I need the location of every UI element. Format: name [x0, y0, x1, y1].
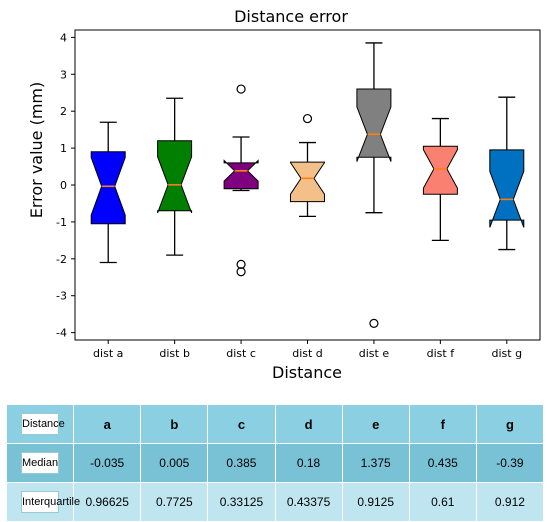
table-header-distance: Distance	[21, 413, 65, 435]
box-body	[90, 151, 126, 225]
table-row-label: Median	[21, 452, 60, 474]
table-cell: 0.61	[408, 482, 477, 522]
x-tick-label: dist b	[159, 347, 190, 360]
table-cell: 0.43375	[274, 482, 343, 522]
x-tick-label: dist e	[359, 347, 390, 360]
x-axis-label: Distance	[272, 363, 342, 382]
box-dist-d	[290, 113, 325, 218]
x-tick-label: dist a	[93, 347, 123, 360]
table-cell: -0.035	[73, 443, 142, 483]
table-header-cell: f	[408, 404, 477, 444]
y-tick-label: -1	[56, 216, 67, 229]
box-body	[356, 88, 392, 162]
table-cell: 0.18	[274, 443, 343, 483]
box-body	[157, 140, 193, 214]
box-body	[489, 149, 525, 228]
outlier-point	[302, 113, 313, 124]
table-cell: -0.39	[475, 443, 545, 483]
y-axis-ticks: -4 -3 -2 -1 0 1 2 3 4	[56, 31, 75, 340]
table-cell: 0.912	[475, 482, 545, 522]
y-tick-label: 3	[60, 68, 67, 81]
table-row-interquartile: Interquartile 0.96625 0.7725 0.33125 0.4…	[5, 482, 545, 522]
table-header-cell: b	[140, 404, 209, 444]
y-axis-label: Error value (mm)	[27, 82, 46, 219]
table-header-cell: e	[341, 404, 410, 444]
statistics-table: Distance a b c d e f g Median -0.035 0.0…	[5, 404, 545, 522]
table-cell: Median	[5, 443, 75, 483]
y-tick-label: 2	[60, 105, 67, 118]
outlier-point	[236, 259, 246, 269]
y-tick-label: -3	[56, 290, 67, 303]
box-dist-c	[223, 84, 259, 277]
table-cell: 1.375	[341, 443, 410, 483]
y-tick-label: -2	[56, 253, 67, 266]
x-tick-label: dist d	[292, 347, 323, 360]
table-row-label: Interquartile	[21, 491, 80, 513]
chart-title: Distance error	[234, 7, 348, 26]
x-axis-ticks: dist a dist b dist c dist d dist e dist f dist…	[93, 340, 522, 360]
outlier-point	[369, 318, 379, 328]
outlier-point	[236, 84, 246, 94]
table-header-cell: a	[73, 404, 142, 444]
box-dist-g	[489, 96, 525, 251]
table-cell: 0.435	[408, 443, 477, 483]
table-cell: 0.7725	[140, 482, 209, 522]
box-series	[90, 42, 525, 328]
table-cell: Interquartile	[5, 482, 80, 522]
y-tick-label: 0	[60, 179, 67, 192]
x-tick-label: dist f	[427, 347, 456, 360]
box-dist-e	[356, 42, 392, 328]
table-header-cell: d	[274, 404, 343, 444]
table-cell: 0.005	[140, 443, 209, 483]
y-tick-label: 4	[60, 31, 67, 44]
table-cell: 0.9125	[341, 482, 410, 522]
table-cell: 0.33125	[207, 482, 276, 522]
y-tick-label: -4	[56, 327, 67, 340]
table-header-row: Distance a b c d e f g	[5, 404, 545, 444]
outlier-point	[236, 267, 246, 277]
box-body	[422, 145, 458, 195]
table-cell: Distance	[5, 404, 75, 444]
table-header-cell: g	[475, 404, 545, 444]
x-tick-label: dist g	[492, 347, 523, 360]
y-tick-label: 1	[60, 142, 67, 155]
box-dist-b	[157, 97, 193, 256]
boxplot-chart: Distance error Error value (mm) Distance…	[27, 7, 541, 382]
box-dist-f	[422, 117, 458, 242]
box-body	[223, 159, 259, 190]
table-header-cell: c	[207, 404, 276, 444]
table-cell: 0.385	[207, 443, 276, 483]
box-dist-a	[90, 121, 126, 264]
table-row-median: Median -0.035 0.005 0.385 0.18 1.375 0.4…	[5, 443, 545, 483]
box-body	[290, 161, 325, 203]
table-cell: 0.96625	[73, 482, 142, 522]
x-tick-label: dist c	[226, 347, 256, 360]
